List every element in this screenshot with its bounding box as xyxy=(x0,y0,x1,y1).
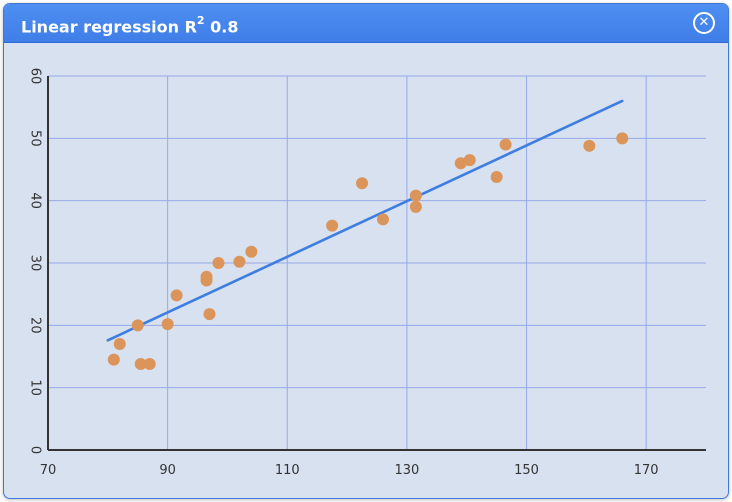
data-point xyxy=(409,189,422,202)
scatter-chart: 0 10 20 30 40 50 60 70 90 110 130 150 170 xyxy=(28,68,706,478)
x-tick-label: 170 xyxy=(634,463,659,478)
data-point xyxy=(233,255,246,268)
data-point xyxy=(203,308,216,321)
title-bar: Linear regression R2 0.8 ✕ xyxy=(4,4,728,43)
data-point xyxy=(463,154,476,167)
x-tick-label: 90 xyxy=(159,463,176,478)
regression-line xyxy=(106,99,624,342)
x-tick-label: 150 xyxy=(514,463,539,478)
data-point xyxy=(200,274,213,287)
data-point xyxy=(170,289,183,302)
y-tick-label: 0 xyxy=(28,446,43,454)
data-point xyxy=(161,318,174,331)
grid xyxy=(48,75,706,450)
data-point xyxy=(376,213,389,226)
data-point xyxy=(245,245,258,258)
y-tick-label: 60 xyxy=(28,68,43,85)
data-point xyxy=(583,139,596,152)
title-text: Linear regression R xyxy=(21,17,197,37)
title-value: 0.8 xyxy=(204,17,239,37)
y-tick-label: 10 xyxy=(28,379,43,396)
close-icon[interactable]: ✕ xyxy=(693,12,715,34)
title-superscript: 2 xyxy=(196,14,205,27)
y-tick-label: 30 xyxy=(28,255,43,272)
data-point xyxy=(212,257,225,269)
data-point xyxy=(134,357,147,370)
regression-window: Linear regression R2 0.8 ✕ 0 10 20 30 40 50 60… xyxy=(3,3,729,499)
data-point xyxy=(143,357,156,370)
x-tick-label: 130 xyxy=(394,463,419,478)
data-point xyxy=(113,338,126,351)
data-point xyxy=(326,219,339,232)
data-point xyxy=(356,177,369,190)
window-title: Linear regression R2 0.8 xyxy=(21,13,239,37)
x-tick-label: 110 xyxy=(275,463,300,478)
data-point xyxy=(107,353,120,366)
data-point xyxy=(409,200,422,213)
x-tick-label: 70 xyxy=(40,463,57,478)
data-point xyxy=(131,319,144,332)
y-tick-label: 40 xyxy=(28,192,43,209)
points-layer xyxy=(107,132,629,370)
axes: 0 10 20 30 40 50 60 70 90 110 130 150 170 xyxy=(28,68,706,478)
data-point xyxy=(499,138,512,151)
y-tick-label: 20 xyxy=(28,317,43,334)
data-point xyxy=(490,170,503,183)
y-tick-label: 50 xyxy=(28,130,43,147)
fit-line-layer xyxy=(106,99,624,342)
data-point xyxy=(616,132,629,145)
